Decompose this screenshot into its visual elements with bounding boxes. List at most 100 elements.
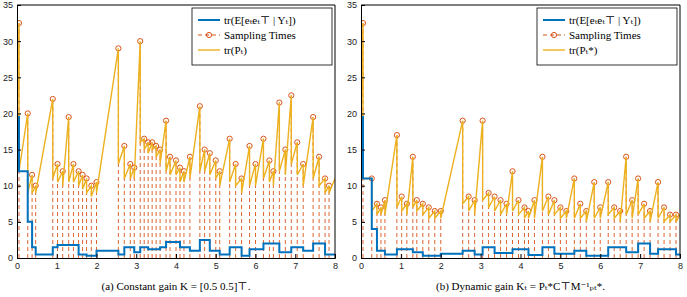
legend-label: tr(E[eₜeₜ⊤ | Yₜ]): [569, 14, 641, 27]
y-tick-label: 30: [347, 37, 357, 47]
y-tick: 5: [8, 217, 21, 227]
x-tick-label: 3: [134, 261, 139, 271]
stem: [152, 142, 153, 258]
legend-marker: [206, 32, 211, 37]
y-tick: 15: [3, 145, 21, 155]
legend: tr(E[eₜeₜ⊤ | Yₜ]) Sampling Times tr(Pₜ*): [537, 8, 677, 65]
x-tick-label: 6: [253, 261, 258, 271]
x-tick-mark: [401, 254, 402, 258]
x-tick-label: 4: [518, 261, 523, 271]
y-tick-mark: [361, 113, 365, 114]
plot-background: [361, 5, 680, 258]
legend-swatch: [543, 35, 565, 36]
x-tick: 1: [55, 254, 60, 271]
stem: [160, 150, 161, 258]
x-tick-label: 6: [598, 261, 603, 271]
y-tick-mark: [17, 113, 21, 114]
y-tick-mark: [361, 222, 365, 223]
x-tick-mark: [295, 254, 296, 258]
x-tick: 7: [638, 254, 643, 271]
legend-entry: tr(Pₜ): [198, 44, 247, 57]
y-tick-label: 20: [3, 109, 13, 119]
stem: [134, 168, 135, 258]
x-tick-mark: [521, 254, 522, 258]
x-tick-label: 2: [94, 261, 99, 271]
y-axis-line: [362, 6, 366, 259]
y-tick-label: 15: [347, 145, 357, 155]
y-tick-mark: [361, 186, 365, 187]
x-tick-mark: [481, 254, 482, 258]
x-tick: 4: [518, 254, 523, 271]
x-tick-label: 3: [479, 261, 484, 271]
stem: [96, 182, 97, 258]
y-tick-label: 0: [8, 253, 13, 263]
x-tick-mark: [136, 254, 137, 258]
frame-top: [361, 5, 680, 6]
x-tick-mark: [560, 254, 561, 258]
legend-label: Sampling Times: [569, 29, 641, 41]
legend-entry: Sampling Times: [543, 29, 641, 41]
y-tick: 0: [8, 253, 21, 263]
y-tick-mark: [17, 186, 21, 187]
x-tick-mark: [57, 254, 58, 258]
y-tick-label: 35: [3, 0, 13, 10]
x-tick-label: 0: [359, 261, 364, 271]
step-line: [17, 117, 335, 256]
x-axis-line: [18, 254, 336, 259]
x-tick: 4: [174, 254, 179, 271]
y-tick-mark: [17, 77, 21, 78]
stem: [148, 142, 149, 258]
y-tick: 20: [3, 109, 21, 119]
stem: [144, 139, 145, 258]
x-axis: 012345678: [15, 254, 338, 271]
x-tick-label: 7: [293, 261, 298, 271]
x-tick-mark: [640, 254, 641, 258]
y-tick-label: 25: [347, 73, 357, 83]
step-line: [361, 117, 680, 256]
frame-right: [680, 5, 681, 258]
panel: 01234567805101520253035tr(E[eₜeₜ⊤ | Yₜ])…: [347, 0, 683, 271]
y-axis: 05101520253035: [347, 0, 365, 263]
y-tick: 15: [347, 145, 365, 155]
caption: (b) Dynamic gain Kₜ = Pₜ*C⊤M⁻¹ₚₜ*.: [436, 280, 605, 293]
y-tick-label: 10: [3, 181, 13, 191]
x-tick: 1: [399, 254, 404, 271]
x-tick-label: 5: [214, 261, 219, 271]
legend: tr(E[eₜeₜ⊤ | Yₜ]) Sampling Times tr(Pₜ): [192, 8, 332, 65]
caption: (a) Constant gain K = [0.5 0.5]⊤.: [102, 280, 251, 293]
figure: 01234567805101520253035tr(E[eₜeₜ⊤ | Yₜ])…: [0, 0, 687, 297]
x-tick: 2: [94, 254, 99, 271]
legend-entry: tr(Pₜ*): [543, 44, 598, 57]
y-tick-label: 25: [3, 73, 13, 83]
stem: [183, 171, 184, 258]
x-tick: 3: [479, 254, 484, 271]
legend-entry: tr(E[eₜeₜ⊤ | Yₜ]): [198, 14, 296, 27]
y-tick: 0: [352, 253, 365, 263]
y-tick: 30: [3, 37, 21, 47]
y-tick-label: 30: [3, 37, 13, 47]
y-tick-label: 10: [347, 181, 357, 191]
y-tick: 10: [347, 181, 365, 191]
x-tick-label: 1: [55, 261, 60, 271]
legend-marker: [551, 32, 556, 37]
legend-swatch: [543, 19, 565, 21]
stem: [329, 186, 330, 258]
y-tick: 25: [347, 73, 365, 83]
legend-label: tr(Pₜ): [224, 44, 247, 57]
x-tick-label: 8: [678, 261, 683, 271]
x-tick-label: 7: [638, 261, 643, 271]
legend-entry: Sampling Times: [198, 29, 296, 41]
x-tick-mark: [216, 254, 217, 258]
y-tick-label: 35: [347, 0, 357, 10]
x-axis: 012345678: [359, 254, 683, 271]
y-tick-label: 5: [8, 217, 13, 227]
stem: [156, 146, 157, 258]
y-tick-mark: [17, 222, 21, 223]
y-tick: 25: [3, 73, 21, 83]
legend-swatch: [198, 35, 220, 36]
y-tick-label: 0: [352, 253, 357, 263]
x-tick: 2: [439, 254, 444, 271]
y-tick: 10: [3, 181, 21, 191]
x-tick: 3: [134, 254, 139, 271]
y-tick: 30: [347, 37, 365, 47]
